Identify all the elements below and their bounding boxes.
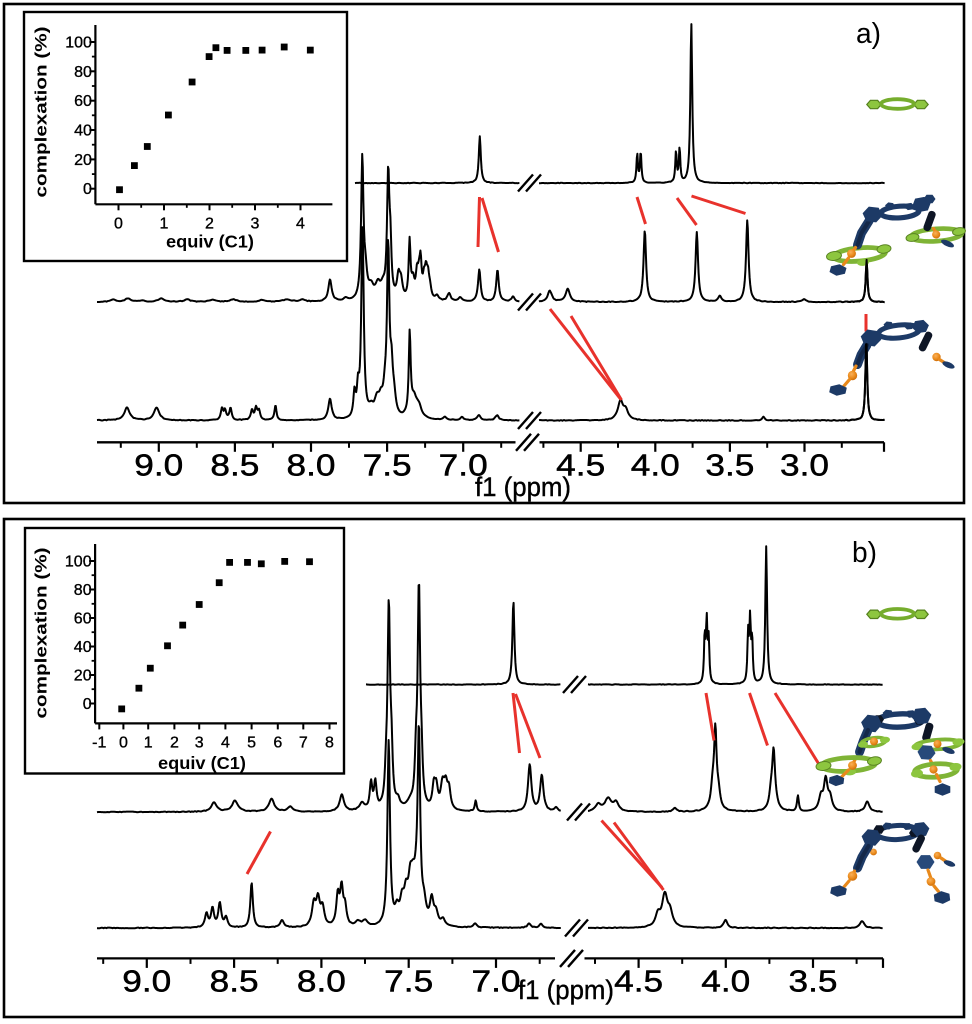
svg-text:3.5: 3.5 (789, 963, 838, 998)
svg-text:8.5: 8.5 (210, 447, 259, 482)
svg-text:2: 2 (205, 215, 214, 232)
svg-text:7.5: 7.5 (363, 447, 412, 482)
svg-text:8.0: 8.0 (287, 447, 336, 482)
svg-text:3: 3 (251, 215, 260, 232)
svg-text:1: 1 (144, 734, 153, 751)
svg-text:4.0: 4.0 (631, 447, 680, 482)
svg-text:40: 40 (74, 639, 92, 656)
svg-text:0: 0 (83, 696, 92, 713)
svg-text:8: 8 (325, 734, 334, 751)
svg-text:-1: -1 (92, 734, 106, 751)
svg-text:a): a) (856, 18, 881, 50)
svg-text:7: 7 (299, 734, 308, 751)
svg-text:5: 5 (247, 734, 256, 751)
svg-text:8.0: 8.0 (297, 963, 346, 998)
svg-text:equiv (C1): equiv (C1) (166, 232, 254, 252)
svg-text:40: 40 (74, 123, 92, 140)
svg-text:complexation (%): complexation (%) (32, 548, 51, 719)
svg-text:4: 4 (221, 734, 230, 751)
svg-text:3: 3 (195, 734, 204, 751)
svg-text:4: 4 (296, 215, 305, 232)
svg-text:f1 (ppm): f1 (ppm) (518, 975, 614, 1005)
svg-text:60: 60 (74, 93, 92, 110)
svg-text:6: 6 (273, 734, 282, 751)
svg-text:60: 60 (74, 611, 92, 628)
svg-text:2: 2 (170, 734, 179, 751)
svg-text:7.5: 7.5 (384, 963, 433, 998)
svg-text:b): b) (852, 537, 877, 569)
svg-text:4.0: 4.0 (701, 963, 750, 998)
svg-text:complexation (%): complexation (%) (32, 27, 51, 198)
svg-text:9.0: 9.0 (122, 963, 171, 998)
svg-text:80: 80 (74, 64, 92, 81)
svg-text:3.0: 3.0 (780, 447, 829, 482)
svg-text:80: 80 (74, 582, 92, 599)
svg-text:0: 0 (83, 181, 92, 198)
svg-text:20: 20 (74, 152, 92, 169)
svg-text:f1 (ppm): f1 (ppm) (475, 472, 571, 502)
svg-text:1: 1 (160, 215, 169, 232)
svg-text:8.5: 8.5 (210, 963, 259, 998)
svg-text:20: 20 (74, 668, 92, 685)
svg-text:4.5: 4.5 (556, 447, 605, 482)
svg-text:100: 100 (65, 35, 92, 52)
svg-text:4.5: 4.5 (614, 963, 663, 998)
svg-text:100: 100 (65, 554, 92, 571)
svg-text:equiv (C1): equiv (C1) (158, 753, 246, 773)
svg-text:9.0: 9.0 (134, 447, 183, 482)
svg-text:0: 0 (119, 734, 128, 751)
svg-text:0: 0 (114, 215, 123, 232)
svg-text:7.0: 7.0 (472, 963, 521, 998)
svg-text:7.0: 7.0 (439, 447, 488, 482)
svg-text:3.5: 3.5 (705, 447, 754, 482)
